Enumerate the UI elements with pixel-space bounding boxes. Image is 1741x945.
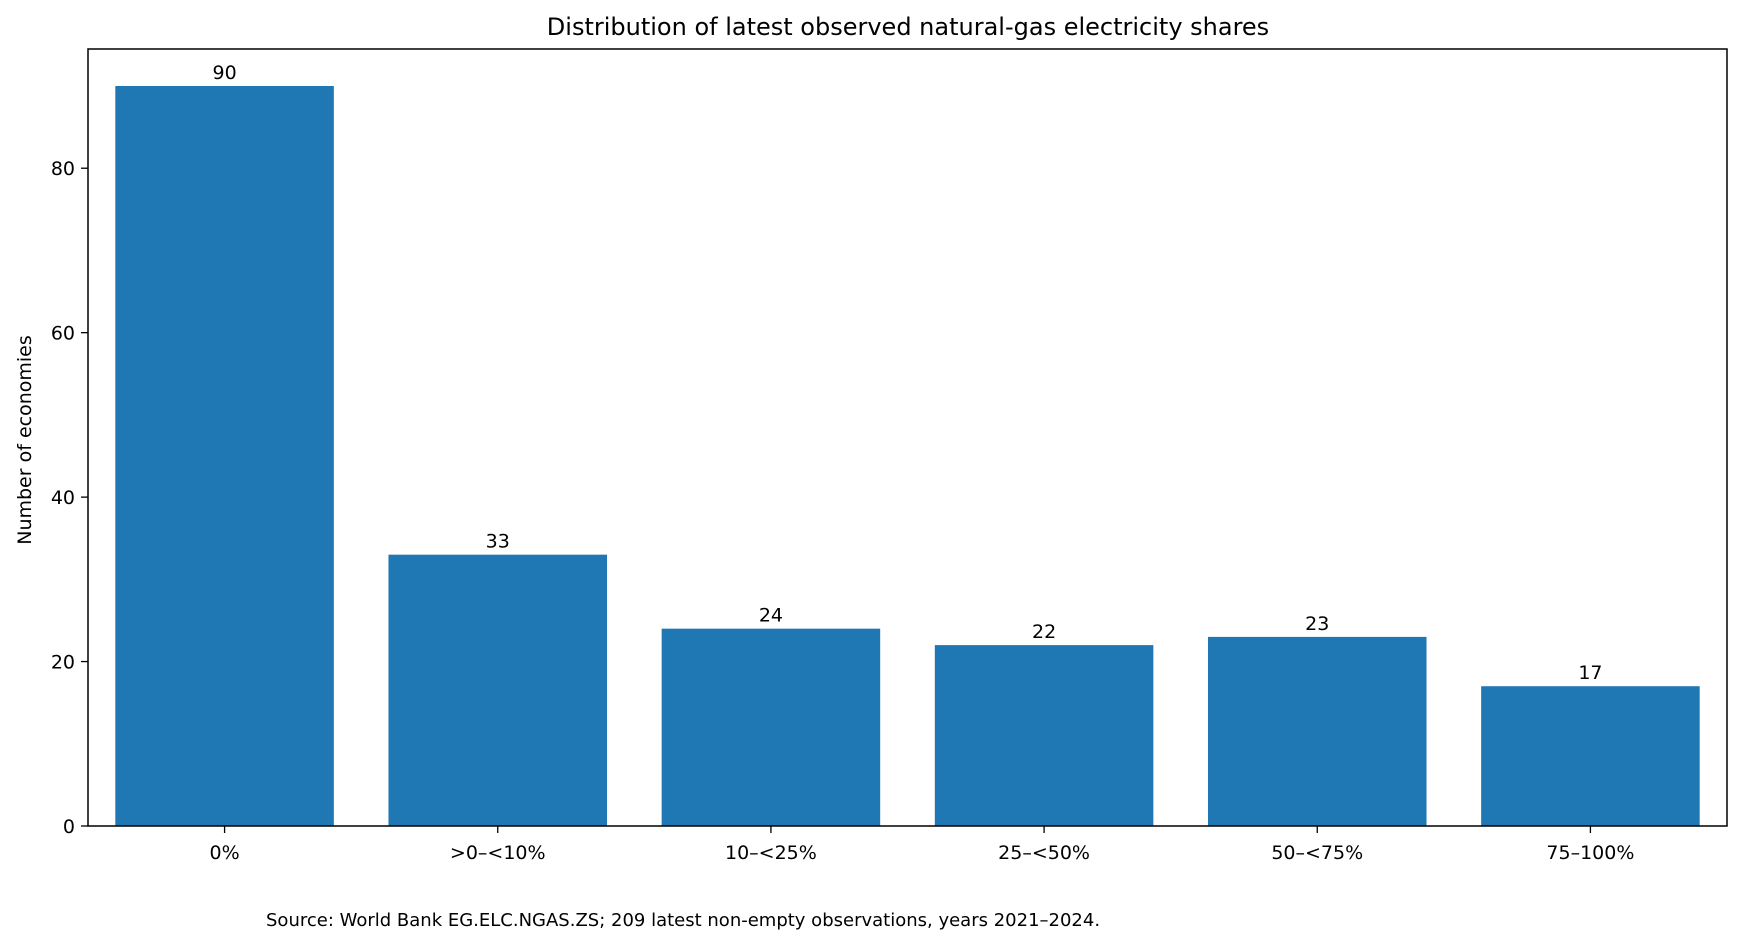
- bar-2: [661, 628, 881, 826]
- bar-value-label-2: 24: [759, 605, 783, 627]
- y-axis-ticks: 0 20 40 60 80: [51, 158, 88, 838]
- bar-1: [388, 554, 608, 826]
- bar-value-label-1: 33: [486, 531, 510, 553]
- x-tick-label-3: 25–<50%: [998, 842, 1090, 864]
- bar-0: [115, 86, 334, 826]
- bar-3: [934, 645, 1154, 826]
- y-tick-label-1: 20: [51, 652, 75, 674]
- y-tick-label-0: 0: [63, 816, 75, 838]
- bar-4: [1207, 636, 1427, 826]
- chart-title: Distribution of latest observed natural-…: [547, 13, 1269, 41]
- bars-group: [115, 86, 1700, 826]
- x-tick-label-1: >0–<10%: [450, 842, 546, 864]
- bar-value-label-0: 90: [212, 62, 236, 84]
- y-axis-label: Number of economies: [14, 335, 36, 545]
- x-tick-label-2: 10–<25%: [725, 842, 817, 864]
- x-axis-ticks: 0% >0–<10% 10–<25% 25–<50% 50–<75% 75–100%: [210, 826, 1634, 864]
- bar-value-label-3: 22: [1032, 621, 1056, 643]
- x-tick-label-5: 75–100%: [1546, 842, 1634, 864]
- source-footnote: Source: World Bank EG.ELC.NGAS.ZS; 209 l…: [266, 910, 1100, 931]
- y-tick-label-3: 60: [51, 323, 75, 345]
- y-tick-label-2: 40: [51, 487, 75, 509]
- y-tick-label-4: 80: [51, 158, 75, 180]
- bar-value-label-4: 23: [1305, 613, 1329, 635]
- x-tick-label-4: 50–<75%: [1271, 842, 1363, 864]
- x-tick-label-0: 0%: [210, 842, 240, 864]
- bar-5: [1481, 686, 1700, 826]
- bar-value-labels: 90 33 24 22 23 17: [212, 62, 1602, 684]
- bar-value-label-5: 17: [1578, 662, 1602, 684]
- plot-area-frame: [87, 48, 1728, 827]
